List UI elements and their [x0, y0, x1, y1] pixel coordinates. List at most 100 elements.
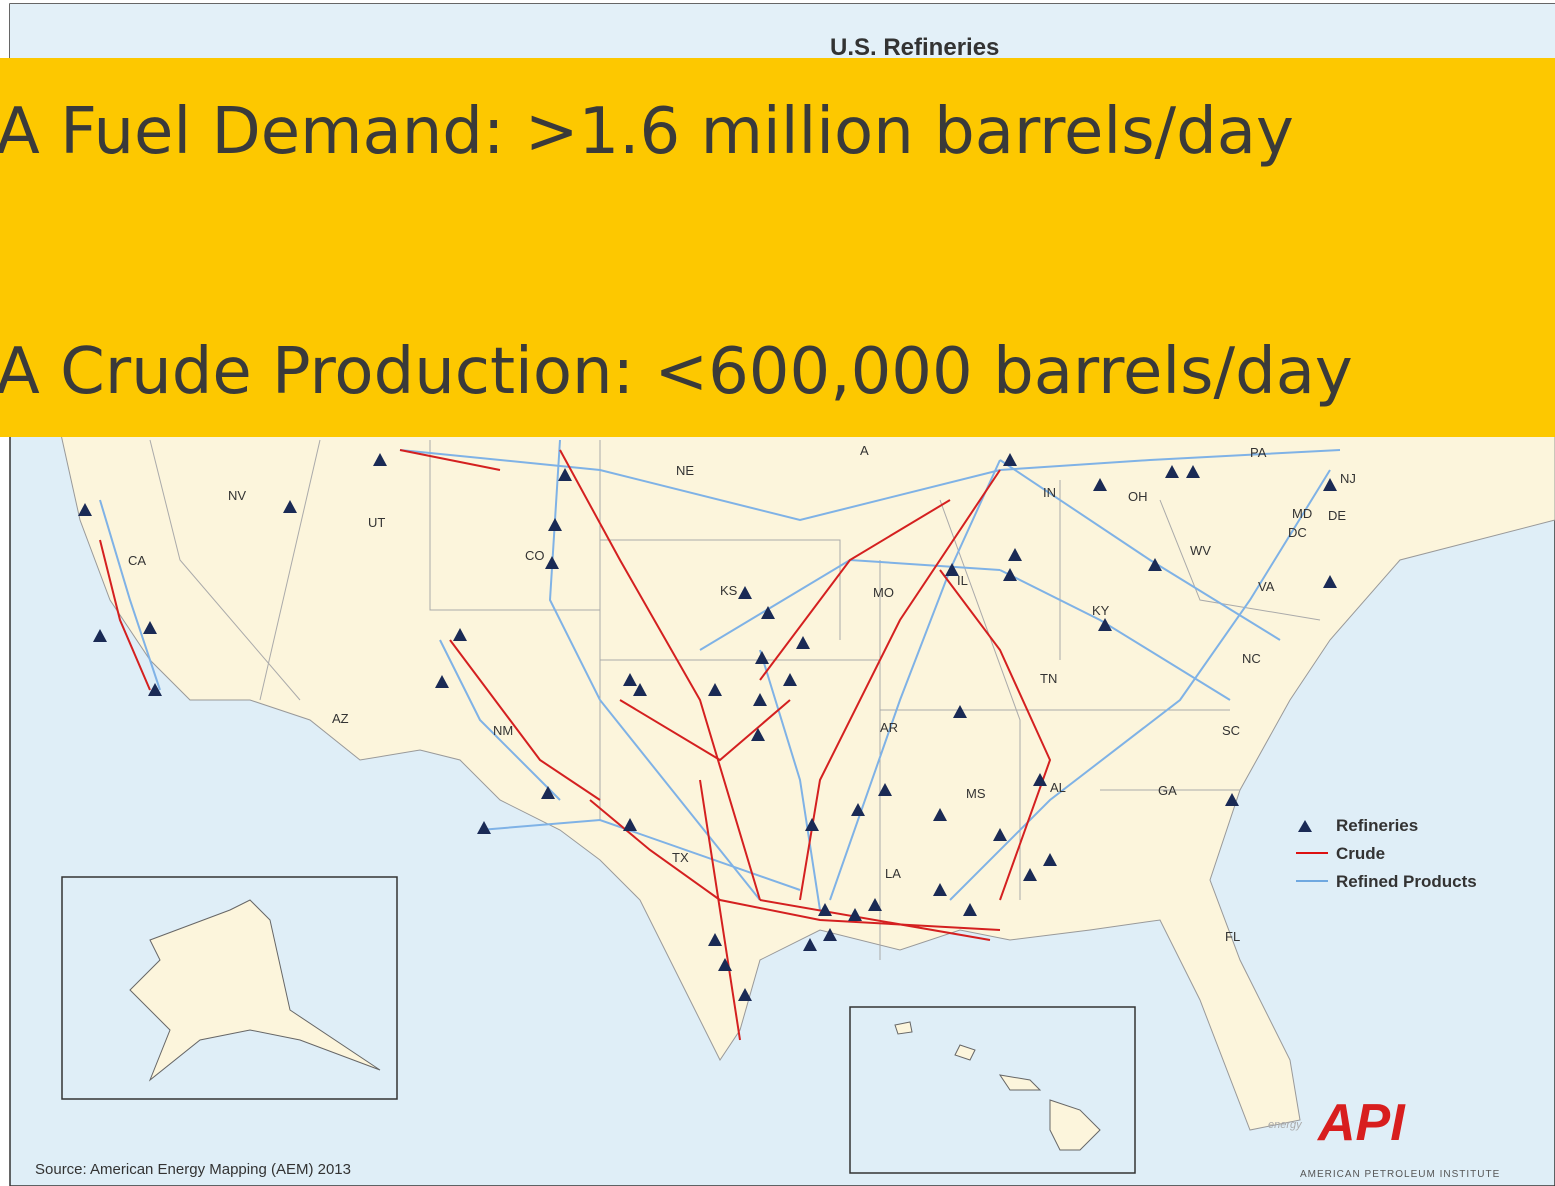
sea [10, 4, 1555, 60]
banner-line: A Crude Production: <600,000 barrels/day [0, 335, 1353, 409]
refinery-marker [1023, 868, 1037, 881]
product-pipeline [479, 818, 801, 891]
logo-name: AMERICAN PETROLEUM INSTITUTE [1300, 1169, 1500, 1180]
refinery-marker [1323, 575, 1337, 588]
refinery-marker [453, 628, 467, 641]
source: Source: American Energy Mapping (AEM) 20… [35, 1161, 351, 1178]
refinery-marker [283, 500, 297, 513]
legend-triangle [1298, 820, 1312, 832]
product-pipeline [99, 499, 161, 691]
refinery-marker [851, 803, 865, 816]
logo-small: energy [1268, 1119, 1303, 1131]
refinery-marker [1003, 568, 1017, 581]
refinery-marker [1008, 548, 1022, 561]
banner [0, 58, 1555, 437]
state-label: OH [1128, 489, 1148, 504]
crude-pipeline [939, 569, 1052, 901]
refinery-marker [1033, 773, 1047, 786]
refinery-marker [761, 606, 775, 619]
legend-label: Crude [1336, 844, 1385, 863]
refinery-marker [823, 928, 837, 941]
state-label: NV [228, 488, 246, 503]
refinery-marker [558, 468, 572, 481]
product-pipeline [759, 649, 821, 911]
logo-mark: API [1316, 1094, 1406, 1152]
product-pipeline [829, 459, 1001, 901]
state-label: MD [1292, 506, 1312, 521]
map-title: U.S. Refineries [830, 34, 999, 61]
state-label: PA [1250, 445, 1267, 460]
refinery-marker [373, 453, 387, 466]
refinery-marker [548, 518, 562, 531]
state-label: KS [720, 583, 738, 598]
state-label: CA [128, 553, 146, 568]
refinery-marker [803, 938, 817, 951]
refinery-marker [945, 563, 959, 576]
state-label: AR [880, 720, 898, 735]
state-label: WV [1190, 543, 1211, 558]
state-label: TN [1040, 671, 1057, 686]
hawaii [894, 1021, 1101, 1151]
product-pipeline [999, 569, 1231, 701]
refinery-marker [805, 818, 819, 831]
refinery-marker [708, 683, 722, 696]
refinery-marker [753, 693, 767, 706]
refinery-marker [93, 629, 107, 642]
refinery-marker [1098, 618, 1112, 631]
refinery-marker [718, 958, 732, 971]
refinery-marker [993, 828, 1007, 841]
state-label: DC [1288, 525, 1307, 540]
refinery-marker [623, 673, 637, 686]
refinery-marker [755, 651, 769, 664]
crude-pipeline [799, 469, 1001, 901]
crude-pipeline [759, 499, 951, 681]
state-borders [149, 439, 1321, 960]
refinery-marker [143, 621, 157, 634]
crude-pipeline [99, 539, 151, 691]
state-label: NC [1242, 651, 1261, 666]
product-pipeline [999, 459, 1281, 641]
crude-pipeline [449, 639, 601, 801]
banner-line: A Fuel Demand: >1.6 million barrels/day [0, 95, 1294, 169]
refinery-marker [477, 821, 491, 834]
refinery-marker [796, 636, 810, 649]
refinery-marker [738, 988, 752, 1001]
refinery-marker [1323, 478, 1337, 491]
refinery-marker [783, 673, 797, 686]
refinery-marker [545, 556, 559, 569]
refinery-marker [1225, 793, 1239, 806]
refinery-marker [541, 786, 555, 799]
state-label: NM [493, 723, 513, 738]
legend-label: Refined Products [1336, 872, 1477, 891]
state-label: MS [966, 786, 986, 801]
state-label: KY [1092, 603, 1110, 618]
refinery-marker [1186, 465, 1200, 478]
state-label: NJ [1340, 471, 1356, 486]
crude-pipeline [589, 799, 1001, 931]
refinery-marker [878, 783, 892, 796]
crude-pipeline [699, 779, 741, 1041]
refinery-marker [738, 586, 752, 599]
state-label: A [860, 443, 869, 458]
crude-pipeline [619, 699, 791, 762]
refinery-marker [435, 675, 449, 688]
refinery-marker [933, 808, 947, 821]
state-label: NE [676, 463, 694, 478]
pipelines [99, 439, 1341, 1041]
state-label: VA [1258, 579, 1275, 594]
refinery-marker [633, 683, 647, 696]
state-label: FL [1225, 929, 1240, 944]
refinery-marker [1093, 478, 1107, 491]
refinery-marker [848, 908, 862, 921]
crude-pipeline [759, 899, 991, 941]
product-pipeline [439, 639, 561, 801]
crude-pipeline [559, 449, 761, 901]
product-pipeline [949, 469, 1331, 901]
state-label: DE [1328, 508, 1346, 523]
refineries [78, 453, 1337, 1069]
state-label: GA [1158, 783, 1177, 798]
legend-label: Refineries [1336, 816, 1418, 835]
state-label: IL [957, 573, 968, 588]
alaska [129, 899, 381, 1082]
